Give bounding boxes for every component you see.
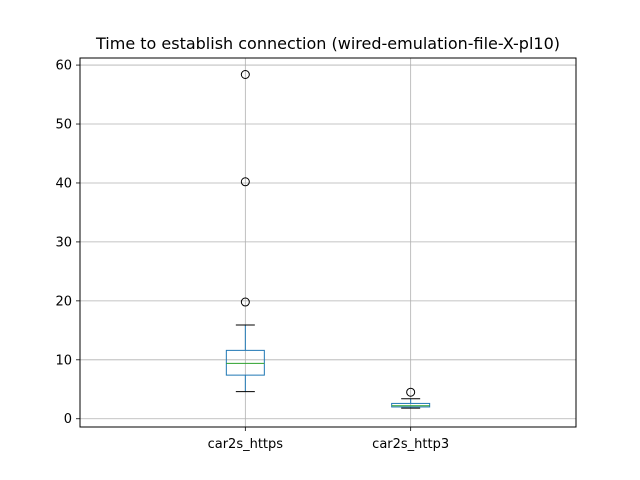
outlier-point [240, 297, 250, 307]
plot-frame [79, 57, 577, 428]
y-tick-label: 50 [55, 118, 72, 133]
y-tick-label: 30 [55, 235, 72, 250]
y-tick-label: 60 [55, 59, 72, 74]
y-tick-label: 20 [55, 294, 72, 309]
outlier-point [240, 70, 250, 80]
chart-title: Time to establish connection (wired-emul… [95, 34, 560, 53]
y-tick-label: 40 [55, 176, 72, 191]
iqr-box [225, 349, 265, 376]
y-tick-label: 0 [64, 412, 72, 427]
outlier-point [406, 387, 416, 397]
y-tick-label: 10 [55, 353, 72, 368]
box-plot-series [225, 70, 431, 409]
box-car2s_https [225, 70, 265, 393]
y-axis: 0 10 20 30 40 50 60 [55, 59, 80, 427]
x-tick-label: car2s_http3 [372, 437, 449, 452]
iqr-box [391, 402, 431, 408]
x-tick-label: car2s_https [208, 437, 284, 452]
x-axis: car2s_https car2s_http3 [208, 427, 449, 452]
box-car2s_http3 [391, 387, 431, 409]
outlier-point [240, 177, 250, 187]
grid-lines [80, 58, 576, 427]
